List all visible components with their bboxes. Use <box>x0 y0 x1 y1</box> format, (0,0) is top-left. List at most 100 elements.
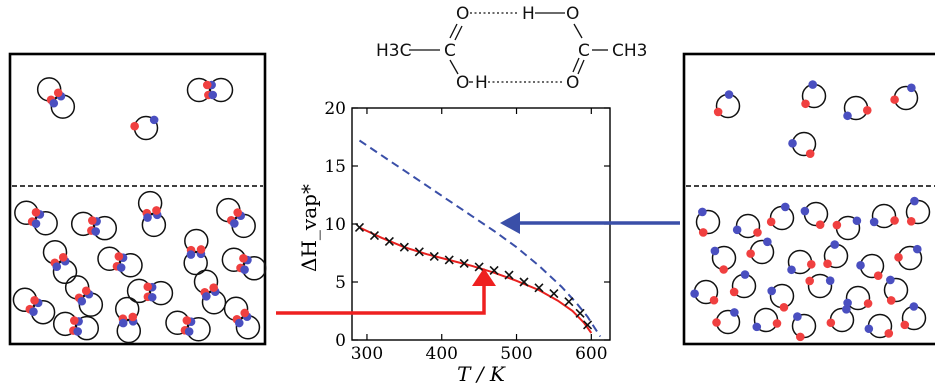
oxygen-atom <box>182 316 192 325</box>
monomer <box>890 83 919 111</box>
hydrogen-atom <box>73 327 83 336</box>
data-point-x-marker <box>474 262 484 272</box>
hydrogen-atom <box>149 115 159 125</box>
oxygen-atom <box>152 206 161 215</box>
dimer <box>137 190 167 238</box>
oxygen-atom <box>58 252 68 262</box>
x-tick-label: 400 <box>426 344 458 364</box>
oxygen-atom <box>832 220 842 230</box>
bond-c-o-right-double-a <box>577 59 585 75</box>
molecule-top-right-oxygen: O <box>566 4 579 24</box>
hydrogen-atom <box>118 318 128 328</box>
hydrogen-atom <box>91 227 101 236</box>
hydrogen-atom <box>230 219 239 228</box>
molecule-ring <box>807 273 833 299</box>
hydrogen-atom <box>842 305 851 314</box>
acetic-acid-dimer-structure: O H O H3C C C CH3 O H O <box>376 4 647 93</box>
oxygen-atom <box>209 283 218 292</box>
oxygen-atom <box>69 316 79 325</box>
hydrogen-atom <box>767 286 776 296</box>
red-arrow-head <box>472 268 496 286</box>
y-tick-label: 5 <box>335 273 346 293</box>
dimer <box>114 296 142 344</box>
data-point-x-marker <box>429 251 439 262</box>
hydrogen-atom <box>869 217 879 227</box>
molecule-top-hbond-hydrogen: H <box>522 4 535 24</box>
hydrogen-atom <box>186 250 196 259</box>
data-point-x-marker <box>444 255 454 265</box>
hydrogen-atom <box>787 265 796 275</box>
hydrogen-atom <box>843 111 852 121</box>
hydrogen-atom <box>752 322 762 332</box>
hydrogen-atom <box>52 262 62 272</box>
monomer <box>752 307 782 333</box>
oxygen-atom <box>815 220 825 230</box>
monomer <box>800 201 829 230</box>
dimer <box>64 275 104 317</box>
hydrogen-atom <box>852 216 862 226</box>
molecule-bottom-right-oxygen: O <box>566 73 579 93</box>
oxygen-atom <box>239 254 248 263</box>
hydrogen-atom <box>780 202 790 212</box>
hydrogen-atom <box>909 302 919 311</box>
hydrogen-atom <box>912 244 922 254</box>
data-point-x-marker <box>519 277 529 287</box>
hydrogen-atom <box>864 324 874 334</box>
bond-o-c-right-single <box>573 23 583 39</box>
series-line-solid <box>359 226 593 334</box>
hydrogen-atom <box>740 270 750 279</box>
x-axis-label: T / K <box>457 362 506 385</box>
oxygen-atom <box>826 318 836 328</box>
oxygen-atom <box>795 332 805 342</box>
bond-c-o-double-a <box>449 23 458 39</box>
monomer <box>746 237 775 265</box>
monomer <box>767 283 795 312</box>
monomer <box>805 273 835 299</box>
oxygen-atom <box>779 303 789 312</box>
data-point-x-marker <box>399 242 409 252</box>
hydrogen-atom <box>208 90 218 100</box>
hydrogen-atom <box>116 263 126 272</box>
dimer <box>36 77 76 119</box>
x-tick-label: 300 <box>351 344 383 364</box>
monomer <box>883 275 909 305</box>
hydrogen-atom <box>143 213 152 222</box>
dimer <box>42 239 78 285</box>
monomer <box>690 279 719 305</box>
oxygen-atom <box>753 228 762 237</box>
hydrogen-atom <box>788 139 797 148</box>
oxygen-atom <box>873 271 883 280</box>
molecule-bottom-left-oxygen: O <box>456 73 469 93</box>
oxygen-atom <box>862 105 872 115</box>
monomer <box>130 115 159 141</box>
monomer <box>900 302 927 331</box>
y-axis-label: ΔH_vap* <box>297 184 321 272</box>
data-point-x-marker <box>582 320 593 330</box>
oxygen-atom <box>196 245 206 254</box>
hydrogen-atom <box>77 296 87 306</box>
data-point-x-marker <box>564 297 574 307</box>
bond-c-o-single <box>449 59 459 75</box>
hydrogen-atom <box>184 327 194 336</box>
hydrogen-atom <box>690 289 699 298</box>
enthalpy-chart: 300 400 500 600 0 5 10 15 20 T / K ΔH_vap* <box>297 99 611 385</box>
oxygen-atom <box>772 319 782 328</box>
right-panel-monomer-simulation <box>682 52 935 346</box>
monomer <box>729 270 757 299</box>
oxygen-atom <box>233 208 242 217</box>
oxygen-atom <box>805 276 814 286</box>
oxygen-atom <box>712 318 721 327</box>
monomer <box>732 213 762 239</box>
right-panel-frame <box>682 52 935 346</box>
data-point-x-marker <box>459 258 469 269</box>
molecule-ring <box>116 318 142 344</box>
molecule-ring <box>183 250 208 276</box>
molecule-bonds <box>409 12 608 83</box>
y-tick-label: 15 <box>324 157 346 177</box>
y-tick-label: 20 <box>324 99 346 119</box>
dimer <box>223 296 261 340</box>
monomer <box>823 240 849 269</box>
x-tick-label: 500 <box>500 344 532 364</box>
annotation-arrows <box>276 212 680 315</box>
oxygen-atom <box>746 249 755 258</box>
